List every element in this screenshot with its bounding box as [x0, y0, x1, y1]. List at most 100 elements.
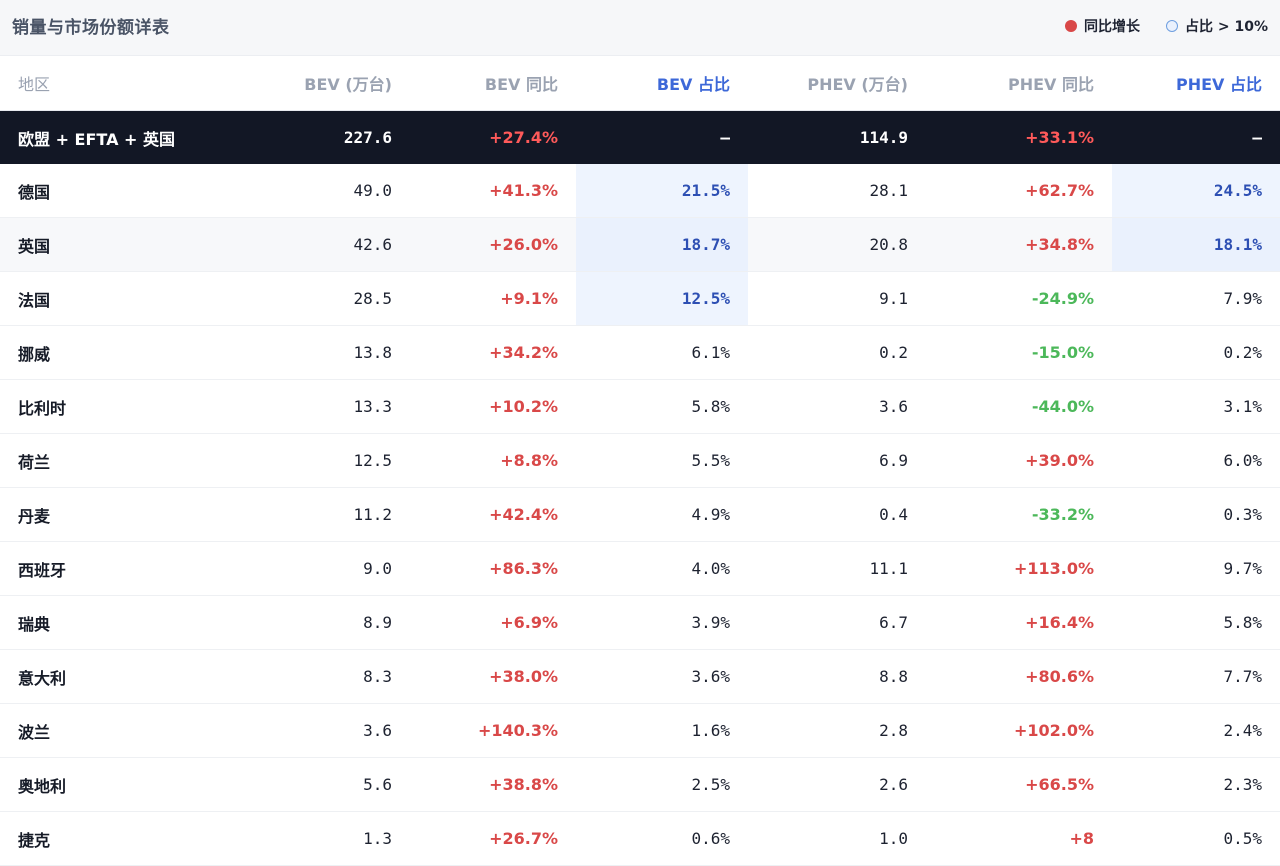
table-row[interactable]: 德国 49.0 +41.3% 21.5% 28.1 +62.7% 24.5%: [0, 164, 1280, 218]
summary-bev: 227.6: [240, 110, 410, 164]
column-header-phev-share[interactable]: PHEV 占比: [1112, 56, 1280, 111]
table-row[interactable]: 法国 28.5 +9.1% 12.5% 9.1 -24.9% 7.9%: [0, 271, 1280, 326]
cell-phev: 9.1: [748, 271, 926, 326]
column-header-phev[interactable]: PHEV (万台): [748, 56, 926, 111]
cell-bev: 5.6: [240, 757, 410, 812]
table-row[interactable]: 丹麦 11.2 +42.4% 4.9% 0.4 -33.2% 0.3%: [0, 487, 1280, 542]
cell-region: 荷兰: [0, 433, 240, 488]
cell-region: 捷克: [0, 811, 240, 866]
cell-region: 波兰: [0, 703, 240, 758]
cell-bev-share: 5.8%: [576, 379, 748, 434]
cell-phev-share: 2.4%: [1112, 703, 1280, 758]
cell-phev: 0.4: [748, 487, 926, 542]
cell-bev: 28.5: [240, 271, 410, 326]
summary-region: 欧盟 + EFTA + 英国: [0, 110, 240, 164]
cell-phev-yoy: +62.7%: [926, 164, 1112, 218]
summary-row: 欧盟 + EFTA + 英国 227.6 +27.4% – 114.9 +33.…: [0, 110, 1280, 164]
blue-ring-icon: [1166, 20, 1178, 32]
cell-phev-share: 6.0%: [1112, 433, 1280, 488]
cell-phev: 20.8: [748, 217, 926, 272]
cell-phev-share: 9.7%: [1112, 541, 1280, 596]
column-header-phev-yoy[interactable]: PHEV 同比: [926, 56, 1112, 111]
cell-phev: 6.7: [748, 595, 926, 650]
cell-bev-yoy: +34.2%: [410, 325, 576, 380]
cell-bev-share: 6.1%: [576, 325, 748, 380]
cell-region: 法国: [0, 271, 240, 326]
cell-region: 挪威: [0, 325, 240, 380]
cell-bev-yoy: +86.3%: [410, 541, 576, 596]
column-header-region[interactable]: 地区: [0, 56, 240, 111]
table-row[interactable]: 英国 42.6 +26.0% 18.7% 20.8 +34.8% 18.1%: [0, 217, 1280, 272]
cell-bev-share: 3.6%: [576, 649, 748, 704]
cell-bev: 3.6: [240, 703, 410, 758]
cell-region: 意大利: [0, 649, 240, 704]
cell-phev: 2.6: [748, 757, 926, 812]
cell-phev-yoy: +34.8%: [926, 217, 1112, 272]
cell-bev-yoy: +26.0%: [410, 217, 576, 272]
cell-bev-share: 2.5%: [576, 757, 748, 812]
cell-bev-share: 5.5%: [576, 433, 748, 488]
cell-phev: 8.8: [748, 649, 926, 704]
cell-bev-share: 12.5%: [576, 271, 748, 326]
cell-phev: 0.2: [748, 325, 926, 380]
cell-phev-yoy: +80.6%: [926, 649, 1112, 704]
cell-phev-share: 3.1%: [1112, 379, 1280, 434]
cell-phev-yoy: -15.0%: [926, 325, 1112, 380]
table-row[interactable]: 意大利 8.3 +38.0% 3.6% 8.8 +80.6% 7.7%: [0, 649, 1280, 704]
cell-bev-yoy: +38.8%: [410, 757, 576, 812]
cell-phev-yoy: -44.0%: [926, 379, 1112, 434]
cell-phev: 1.0: [748, 811, 926, 866]
cell-region: 比利时: [0, 379, 240, 434]
table-row[interactable]: 挪威 13.8 +34.2% 6.1% 0.2 -15.0% 0.2%: [0, 325, 1280, 380]
cell-bev-share: 3.9%: [576, 595, 748, 650]
cell-region: 瑞典: [0, 595, 240, 650]
cell-bev-share: 1.6%: [576, 703, 748, 758]
page-title: 销量与市场份额详表: [12, 18, 170, 38]
cell-bev-yoy: +140.3%: [410, 703, 576, 758]
table-row[interactable]: 奥地利 5.6 +38.8% 2.5% 2.6 +66.5% 2.3%: [0, 757, 1280, 812]
table-row[interactable]: 捷克 1.3 +26.7% 0.6% 1.0 +8 0.5%: [0, 811, 1280, 866]
cell-bev: 8.9: [240, 595, 410, 650]
cell-bev-share: 18.7%: [576, 217, 748, 272]
cell-bev: 42.6: [240, 217, 410, 272]
cell-bev: 13.3: [240, 379, 410, 434]
table-row[interactable]: 西班牙 9.0 +86.3% 4.0% 11.1 +113.0% 9.7%: [0, 541, 1280, 596]
cell-region: 丹麦: [0, 487, 240, 542]
cell-bev-yoy: +41.3%: [410, 164, 576, 218]
cell-phev-share: 24.5%: [1112, 164, 1280, 218]
summary-bev-share: –: [576, 110, 748, 164]
cell-bev-yoy: +38.0%: [410, 649, 576, 704]
cell-bev-yoy: +9.1%: [410, 271, 576, 326]
legend-item-share: 占比 > 10%: [1166, 16, 1268, 36]
cell-phev: 2.8: [748, 703, 926, 758]
header-bar: 销量与市场份额详表 同比增长 占比 > 10%: [0, 0, 1280, 56]
column-header-bev[interactable]: BEV (万台): [240, 56, 410, 111]
legend-item-yoy: 同比增长: [1065, 16, 1140, 36]
summary-phev: 114.9: [748, 110, 926, 164]
table-row[interactable]: 荷兰 12.5 +8.8% 5.5% 6.9 +39.0% 6.0%: [0, 433, 1280, 488]
cell-phev-yoy: +8: [926, 811, 1112, 866]
cell-bev: 11.2: [240, 487, 410, 542]
cell-bev-yoy: +10.2%: [410, 379, 576, 434]
legend-label-share: 占比 > 10%: [1185, 19, 1268, 35]
cell-phev-yoy: +113.0%: [926, 541, 1112, 596]
cell-phev-yoy: +39.0%: [926, 433, 1112, 488]
cell-phev: 3.6: [748, 379, 926, 434]
legend-label-yoy: 同比增长: [1084, 19, 1140, 35]
cell-region: 西班牙: [0, 541, 240, 596]
cell-phev-share: 5.8%: [1112, 595, 1280, 650]
table-row[interactable]: 波兰 3.6 +140.3% 1.6% 2.8 +102.0% 2.4%: [0, 703, 1280, 758]
cell-bev: 13.8: [240, 325, 410, 380]
cell-bev: 12.5: [240, 433, 410, 488]
cell-phev-share: 7.7%: [1112, 649, 1280, 704]
cell-bev-yoy: +8.8%: [410, 433, 576, 488]
cell-phev: 11.1: [748, 541, 926, 596]
cell-phev: 6.9: [748, 433, 926, 488]
cell-bev: 49.0: [240, 164, 410, 218]
cell-bev-share: 0.6%: [576, 811, 748, 866]
column-header-bev-yoy[interactable]: BEV 同比: [410, 56, 576, 111]
table-row[interactable]: 瑞典 8.9 +6.9% 3.9% 6.7 +16.4% 5.8%: [0, 595, 1280, 650]
legend: 同比增长 占比 > 10%: [1039, 16, 1268, 36]
table-row[interactable]: 比利时 13.3 +10.2% 5.8% 3.6 -44.0% 3.1%: [0, 379, 1280, 434]
column-header-bev-share[interactable]: BEV 占比: [576, 56, 748, 111]
